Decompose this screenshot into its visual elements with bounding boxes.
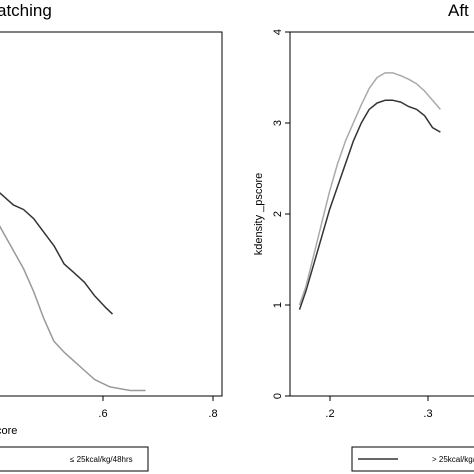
right-chart-title: Aft	[448, 1, 469, 20]
right-y-tick-label: 4	[272, 29, 284, 35]
right-y-axis-label: kdensity _pscore	[253, 173, 265, 256]
right-series-lines	[298, 72, 441, 310]
left-series-lines	[0, 192, 146, 392]
right-y-tick-label: 0	[272, 393, 284, 399]
left-chart-title: atching	[0, 1, 52, 20]
right-legend-label: > 25kcal/kg/48hrs	[432, 455, 474, 464]
left-series-line-2	[0, 225, 146, 392]
right-y-ticks: 0 1 2 3 4	[272, 29, 290, 399]
left-legend-box	[0, 446, 149, 472]
right-series-line-1	[298, 99, 441, 310]
right-legend-box	[351, 446, 474, 472]
right-plot-frame	[289, 31, 474, 397]
right-y-tick-label: 2	[272, 211, 284, 217]
right-panel: Aft kdensity _pscore 0 1 2 3 4 .2 .3 > 25kca…	[253, 1, 474, 472]
right-series-line-2	[298, 72, 441, 306]
left-x-axis-label: core	[0, 425, 17, 437]
right-x-tick-label: .2	[325, 408, 334, 420]
right-x-tick-label: .3	[423, 408, 432, 420]
left-panel: atching .6 .8 core ≤ 25kcal/kg/48hrs	[0, 1, 223, 472]
right-y-tick-label: 1	[272, 302, 284, 308]
left-x-tick-label: .8	[208, 408, 217, 420]
right-y-tick-label: 3	[272, 120, 284, 126]
left-x-tick-label: .6	[98, 408, 107, 420]
left-series-line-1	[0, 192, 114, 315]
left-legend-label: ≤ 25kcal/kg/48hrs	[70, 455, 133, 464]
left-plot-frame	[0, 31, 223, 397]
